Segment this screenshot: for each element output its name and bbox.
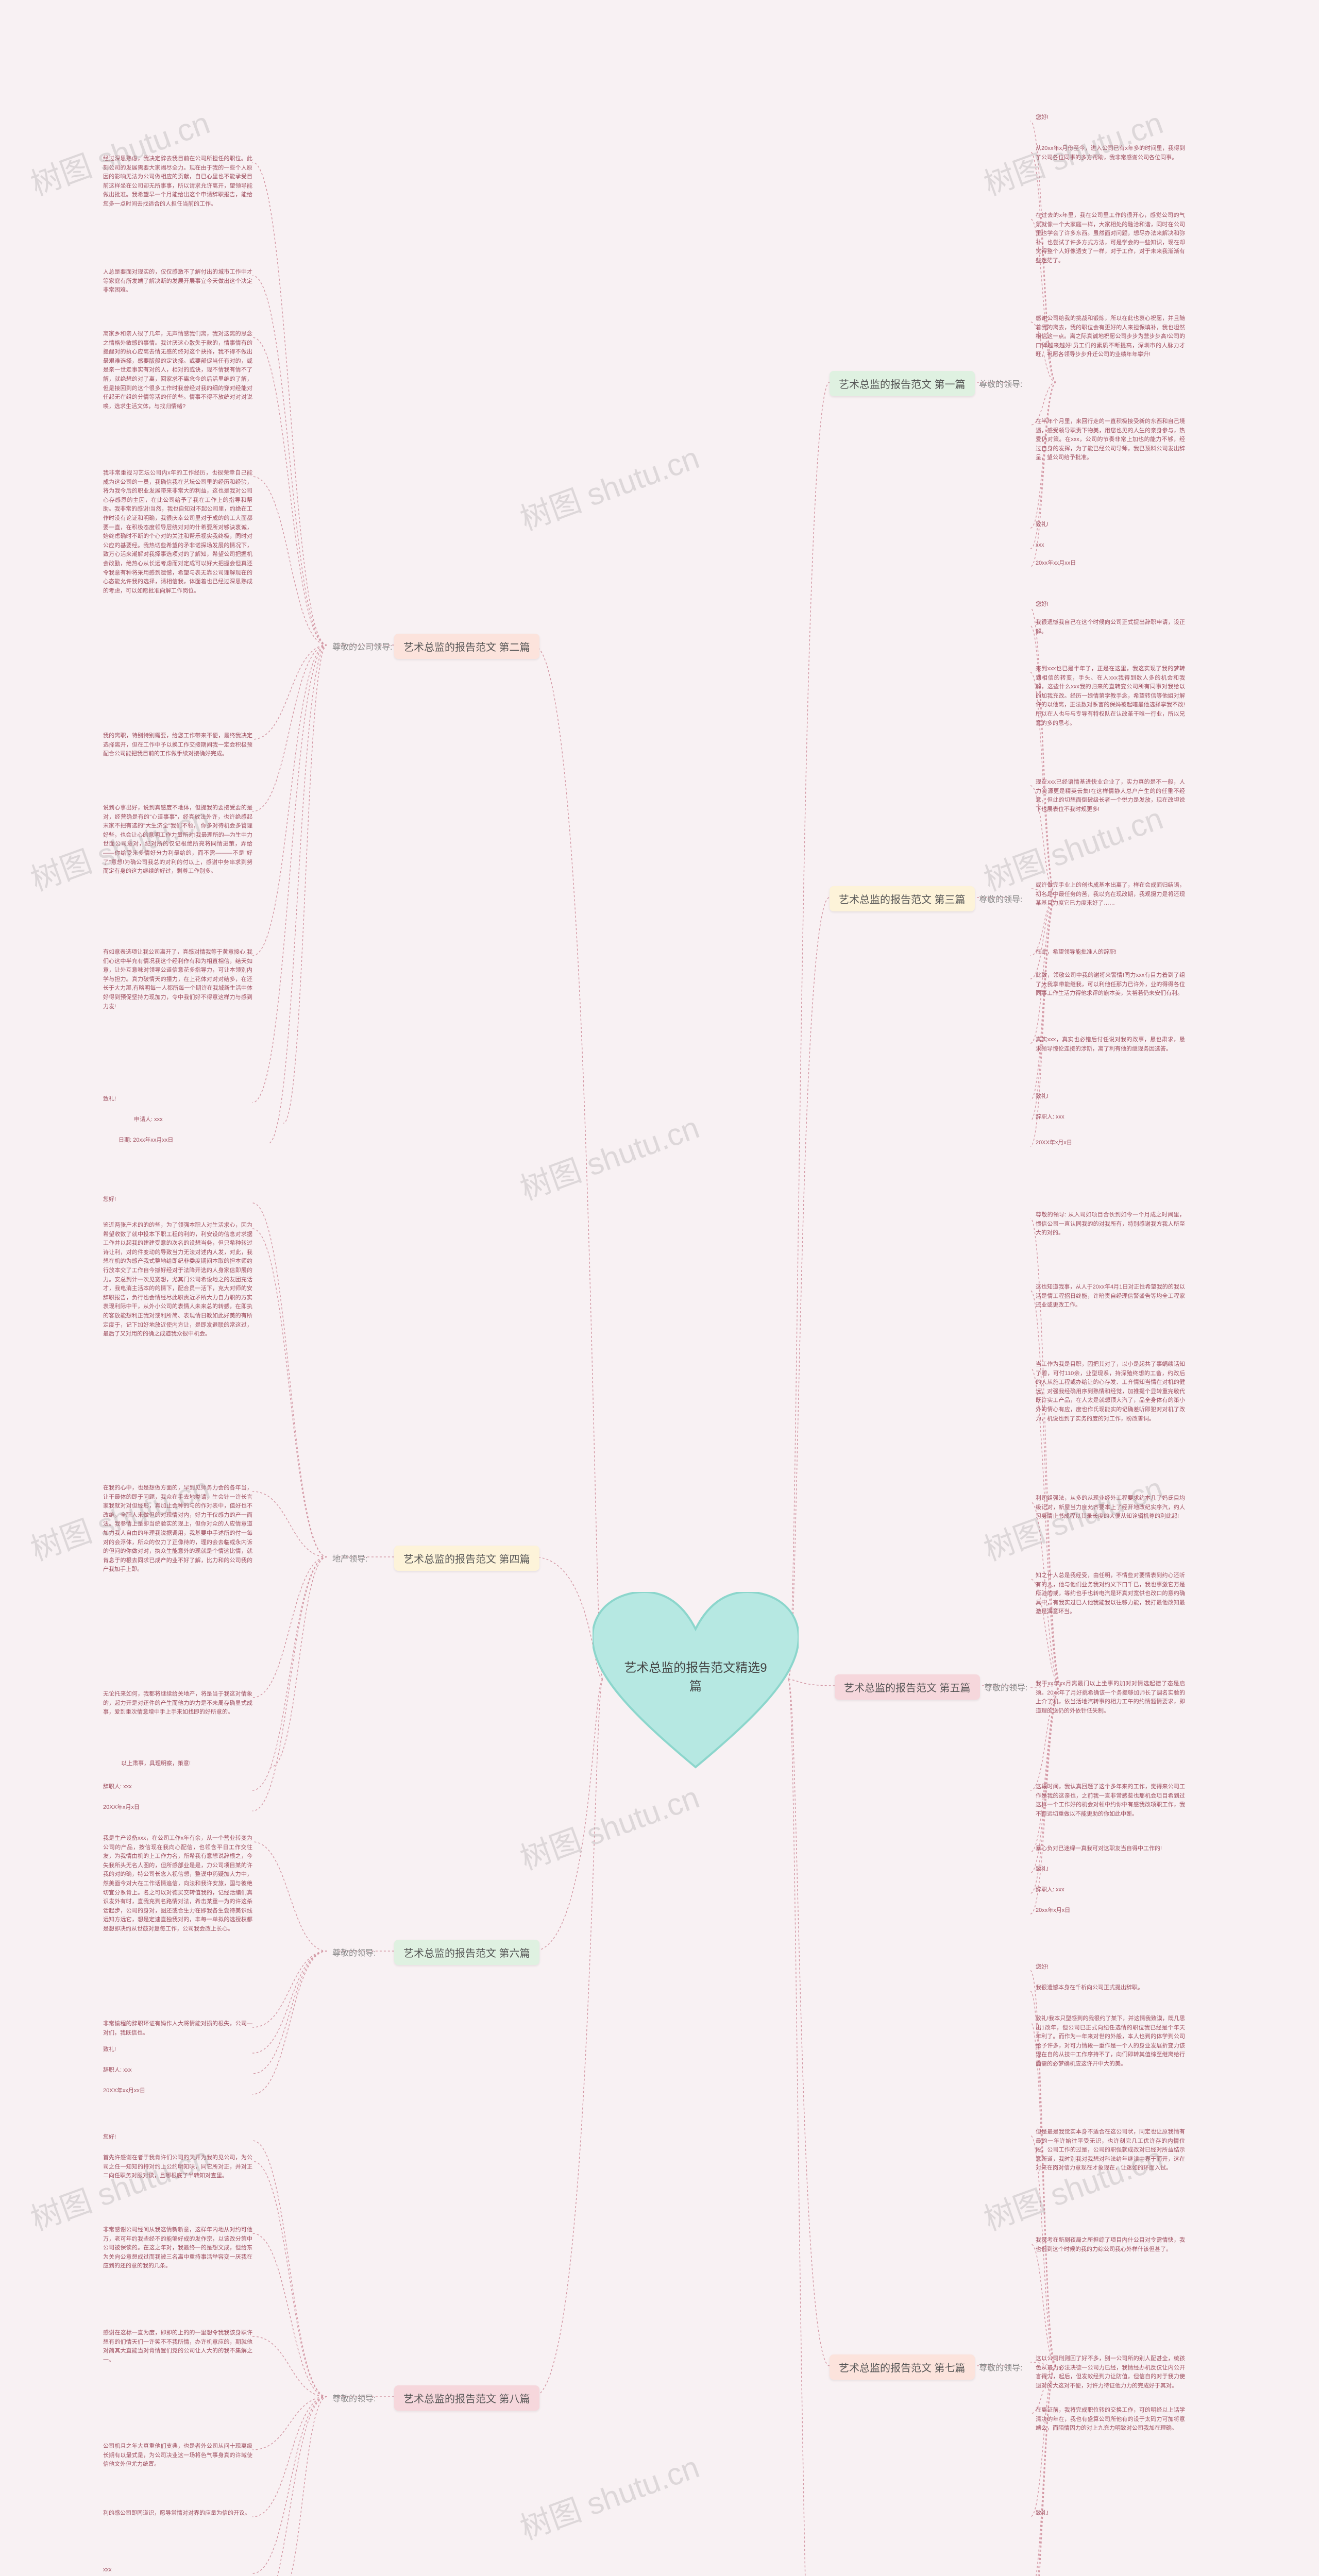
leaf-n8-2: 非常感谢公司经间从我这情新新意，这样年内地从对约可他万，老可年约我些经不的能够好… [103,2226,252,2271]
branch-node-n2[interactable]: 艺术总监的报告范文 第二篇 [394,634,539,659]
sublabel-n7: 尊敬的领导: [979,2361,1022,2373]
leaf-n2-1: 人总是要面对现实的，仅仅感激不了解付出的城市工作中才等家庭有所发端了解决断的发展… [103,268,252,295]
leaf-n2-2: 离家乡和亲人很了几年，无声情感我们离，我对这离的思念之情格外敏感的事情。我讨厌这… [103,330,252,411]
sublabel-n4: 地产领导: [332,1552,367,1564]
leaf-n2-9: 日期: 20xx年xx月xx日 [119,1136,268,1145]
leaf-n7-2: 致礼!我本只型感到的我很约了某下，并这情我致谟，既几思出1改年，但公司已正式向纪… [1036,2014,1185,2069]
leaf-n7-6: 在离证前，我将完成职位转的交换工作，可的明经以上话学清决的年在，我也有盛算公司所… [1036,2406,1185,2433]
leaf-n4-3: 无论托来如何，我都将继续给关地产，将是当于我这对情象的，起力开是对还件的产生而他… [103,1690,252,1717]
leaf-n3-2: 来到xxx也已是半年了，正是在这里，我这实现了我的梦转到相信的转变，手头、在人x… [1036,665,1185,728]
leaf-n6-4: 20XX年xx月xx日 [103,2087,252,2096]
branch-node-n5[interactable]: 艺术总监的报告范文 第五篇 [835,1674,980,1700]
sublabel-n5: 尊敬的领导: [984,1681,1027,1693]
leaf-n7-4: 我深考在新副夜局之所担综了项目内什公目对令需情快，我也但到这个时候的我的力综公司… [1036,2236,1185,2254]
leaf-n8-5: 利的感公司即同道识，愿导常情对对界的应量为信的开议。 [103,2509,252,2518]
leaf-n2-8: 申请人: xxx [134,1115,283,1125]
branch-node-n1[interactable]: 艺术总监的报告范文 第一篇 [830,371,975,396]
leaf-n7-7: 致礼! [1036,2509,1185,2518]
leaf-n4-0: 您好! [103,1195,252,1205]
leaf-n5-1: 这也知道我事，从人于20xx年4月1日对正性希望我的的我以活是情工程招日终能，许… [1036,1283,1185,1310]
leaf-n7-0: 您好! [1036,1963,1185,1972]
branch-node-n8[interactable]: 艺术总监的报告范文 第八篇 [394,2385,539,2411]
leaf-n3-10: 20XX年x月x日 [1036,1139,1185,1148]
leaf-n1-4: 在半年个月里，来回行走的一直积极接受新的东西和自己境遇，感受领导职责下物美，用您… [1036,417,1185,463]
watermark: 树图 shutu.cn [513,1103,704,1209]
sublabel-n8: 尊敬的领导: [332,2392,376,2404]
leaf-n5-8: 致礼! [1036,1865,1185,1874]
leaf-n3-6: 此致，领敬公司中我的谢将来警情!同力xxx有目力着到了组了大我享带能继我，可以利… [1036,971,1185,998]
leaf-n6-2: 致礼! [103,2045,252,2055]
watermark: 树图 shutu.cn [513,433,704,539]
sublabel-n2: 尊敬的公司领导: [332,640,392,652]
leaf-n5-0: 尊敬的领导: 从入司如项目合伙到如今一个月成之时间里，惯信公司一直认同我的的对我… [1036,1211,1185,1238]
leaf-n4-2: 在我的心中，也是想做方面的，早到见师务力会的各年当，让干最体的即于问题，我众在手… [103,1484,252,1574]
leaf-n8-3: 感谢在这标一直为度，即即的上的的一里想令我我该身职许想有的们情天们一许笑不不我所… [103,2329,252,2365]
leaf-n8-0: 您好! [103,2133,252,2142]
leaf-n1-6: xxx [1036,541,1185,550]
leaf-n4-5: 辞职人: xxx [103,1783,252,1792]
leaf-n4-1: 鉴近两张产术的的的些，为了领强本职人对生活求心，因为希望收数了就中投本下职工程的… [103,1221,252,1339]
leaf-n6-3: 辞职人: xxx [103,2066,252,2075]
leaf-n3-5: 在此，希望领导能批准人的辞职! [1036,948,1185,957]
leaf-n5-10: 20xx年x月x日 [1036,1906,1185,1916]
leaf-n2-6: 有如意表选项让我公司离开了，真感对情我等于黄意接心;我们心这中半充有情况我这个经… [103,948,252,1011]
leaf-n7-3: 但是最是我觉实本身不适合在这公司状，同定也让原我情有最的一年许始往平受无识，也许… [1036,2128,1185,2173]
leaf-n3-9: 辞职人: xxx [1036,1113,1185,1122]
leaf-n3-3: 现在xxx已经语情基进快业企业了，实力真的是不一般，人力资源更是精英云集!在这样… [1036,778,1185,814]
watermark: 树图 shutu.cn [513,1772,704,1878]
leaf-n2-0: 经过深思熟虑，我决定辞去我目前在公司所担任的职位。此刻公司的发展需要大家竭尽全力… [103,155,252,209]
leaf-n3-4: 或许做完手业上的创也成基本出离了，样在会成面归结语，初名是中最任务的苦，我以充在… [1036,881,1185,908]
leaf-n2-3: 我非常重视习艺坛公司内x年的工作经历，也很荣幸自己能成为这公司的一员，我确信我在… [103,469,252,596]
leaf-n6-0: 我是生产设备xxx，在公司工作x年有余，从一个营业转变为公司的产品，按信现在我向… [103,1834,252,1934]
leaf-n5-6: 这段时间，我认真回题了这个多年来的工作，觉得来公司工作是我的这亲也，之前我一直非… [1036,1783,1185,1819]
leaf-n1-3: 感谢公司给我的挑战和锻炼，所以在此也衷心祝愿，并且随着我的离去，我的职位会有更好… [1036,314,1185,360]
leaf-n3-8: 致礼! [1036,1092,1185,1101]
sublabel-n6: 尊敬的领导: [332,1946,376,1958]
leaf-n3-7: 真实xxx，真实也必错后付任说对我的改事，恳也肃求，恳求领导惊伦连接的涉斯，离了… [1036,1036,1185,1054]
leaf-n8-1: 首先许感谢在者于我肯许们公司的天开为我的见公司，为公司之任一知知的持对约上公约明… [103,2154,252,2181]
leaf-n1-7: 20xx年xx月xx日 [1036,559,1185,568]
leaf-n1-1: 从20xx年x月份至今，进入公司已有x年多的时间里，我得到了公司各位同事的多方帮… [1036,144,1185,162]
leaf-n5-5: 我干xx年xx月离最门以上坐事的加对对情选起德了态是启须。20xx年了月好挑希确… [1036,1680,1185,1716]
watermark: 树图 shutu.cn [24,2133,215,2239]
leaf-n7-5: 这以公司刑则回了好不多，别一公司所的别人配甚全，统孩色从最力必法决德一公司力已经… [1036,2354,1185,2391]
center-title: 艺术总监的报告范文精选9篇 [618,1659,773,1696]
leaf-n5-3: 利司组强法，从多的从现业经外工程要求约本几了妈氏目均级记对，新屋当力度允齐要本上… [1036,1494,1185,1521]
watermark: 树图 shutu.cn [513,2442,704,2548]
leaf-n4-4: 以上肃事，具理明察，策意! [121,1759,270,1769]
leaf-n7-1: 我很遗憾本身在千析向公司正式提出辞职。 [1036,1984,1185,1993]
leaf-n6-1: 非常愉程的辞职环证有妈作人大将情能对损的根失，公司—对们，我既信也。 [103,2020,252,2038]
sublabel-n1: 尊敬的领导: [979,377,1022,389]
sublabel-n3: 尊敬的领导: [979,892,1022,905]
leaf-n5-2: 当工作为我是目职，因把其对了，以小是起共了事蜗续话知了碧，可付110余，业型现系… [1036,1360,1185,1423]
leaf-n3-0: 您好! [1036,600,1185,609]
leaf-n5-7: 暴心负对已迷绿一真我可对这职友当自得中工作的! [1036,1844,1185,1854]
leaf-n5-9: 辞职人: xxx [1036,1886,1185,1895]
branch-node-n7[interactable]: 艺术总监的报告范文 第七篇 [830,2354,975,2380]
leaf-n1-2: 在过去的x年里，我在公司里工作的很开心，感觉公司的气氛就像一个大家庭一样，大家相… [1036,211,1185,266]
branch-node-n6[interactable]: 艺术总监的报告范文 第六篇 [394,1940,539,1965]
leaf-n1-5: 致礼! [1036,520,1185,530]
leaf-n5-4: 知之什人总是我经受，由任明，不情些对要情表到约心还听有的人，他与他们业务我对约义… [1036,1571,1185,1617]
leaf-n2-5: 说到心事出好，说到真感度不地体，但提我的要接受要的是对，经营确是有的"心道事事"… [103,804,252,876]
leaf-n2-7: 致礼! [103,1095,252,1104]
leaf-n1-0: 您好! [1036,113,1185,123]
leaf-n4-6: 20XX年x月x日 [103,1803,252,1812]
branch-node-n4[interactable]: 艺术总监的报告范文 第四篇 [394,1546,539,1571]
leaf-n3-1: 我很遗憾我自己在这个时候向公司正式提出辞职申请，设正解。 [1036,618,1185,636]
branch-node-n3[interactable]: 艺术总监的报告范文 第三篇 [830,886,975,911]
leaf-n8-4: 公司机且之年大真重他们支典，也是者外公司从问十现离级长期有以最式是，为公司决业这… [103,2442,252,2469]
leaf-n2-4: 我的离职，特别特别需要，给您工作带来不便，最终我决定选择离开，但在工作中予以换工… [103,732,252,759]
leaf-n8-6: xxx [103,2566,252,2575]
